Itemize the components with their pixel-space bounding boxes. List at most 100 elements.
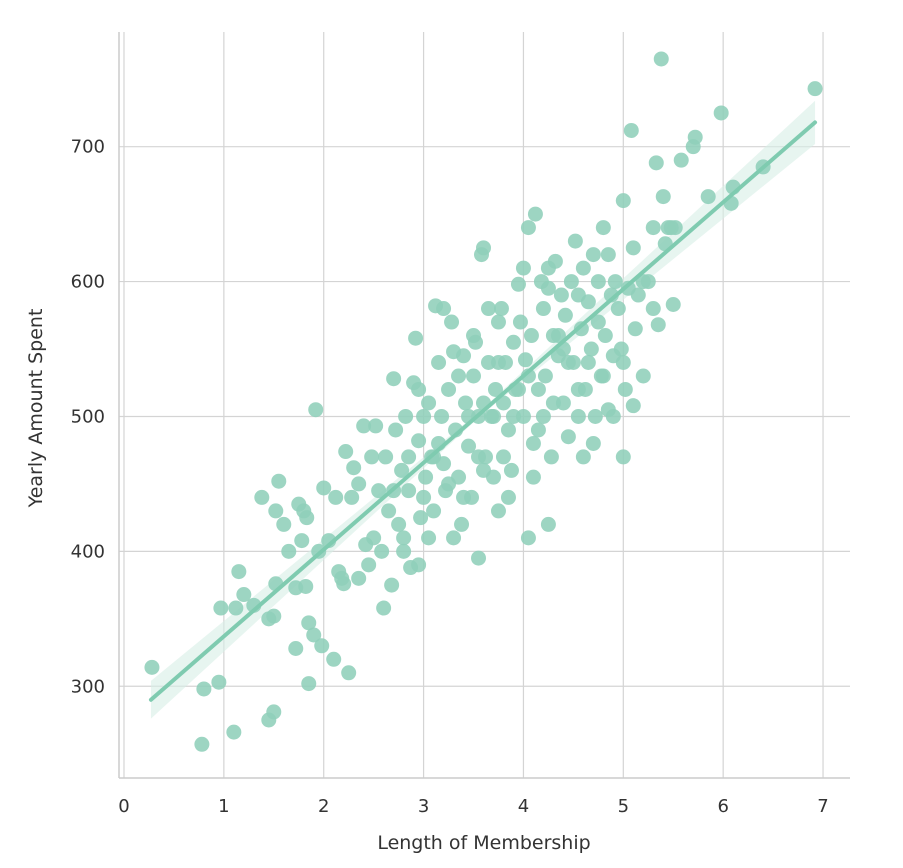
data-point: [650, 317, 666, 333]
data-point: [431, 355, 447, 371]
data-point: [655, 189, 671, 205]
data-point: [530, 422, 546, 438]
data-point: [461, 438, 477, 454]
data-point: [560, 429, 576, 445]
data-point: [231, 564, 247, 580]
data-point: [495, 395, 511, 411]
data-point: [276, 516, 292, 532]
data-point: [411, 557, 427, 573]
x-tick-label: 7: [817, 796, 828, 817]
data-point: [396, 543, 412, 559]
data-point: [316, 480, 332, 496]
data-point: [446, 530, 462, 546]
data-point: [490, 355, 506, 371]
data-point: [615, 449, 631, 465]
data-point: [386, 371, 402, 387]
data-point: [607, 274, 623, 290]
data-point: [625, 398, 641, 414]
data-point: [344, 489, 360, 505]
data-point: [807, 81, 823, 97]
data-point: [441, 476, 457, 492]
data-point: [376, 600, 392, 616]
data-point: [374, 543, 390, 559]
data-point: [458, 395, 474, 411]
data-point: [537, 368, 553, 384]
data-point: [575, 260, 591, 276]
regression-line: [148, 120, 818, 702]
data-point: [301, 676, 317, 692]
data-point: [346, 460, 362, 476]
data-point: [645, 220, 661, 236]
data-point: [653, 51, 669, 67]
data-point: [510, 276, 526, 292]
x-tick-label: 2: [318, 796, 329, 817]
data-point: [299, 510, 315, 526]
data-point: [673, 152, 689, 168]
data-point: [550, 328, 566, 344]
data-point: [500, 422, 516, 438]
data-point: [394, 462, 410, 478]
data-point: [471, 550, 487, 566]
data-point: [597, 328, 613, 344]
data-point: [520, 220, 536, 236]
data-point: [615, 193, 631, 209]
data-point: [364, 449, 380, 465]
data-point: [517, 352, 533, 368]
data-point: [418, 469, 434, 485]
data-point: [493, 301, 509, 317]
x-tick-label: 0: [118, 796, 129, 817]
data-point: [294, 533, 310, 549]
data-point: [226, 724, 242, 740]
data-point: [627, 321, 643, 337]
data-point: [361, 557, 377, 573]
data-point: [535, 408, 551, 424]
data-point: [665, 296, 681, 312]
data-point: [570, 381, 586, 397]
data-point: [505, 408, 521, 424]
data-point: [466, 328, 482, 344]
data-point: [713, 105, 729, 121]
data-point: [595, 220, 611, 236]
data-point: [266, 608, 282, 624]
data-point: [700, 189, 716, 205]
data-point: [411, 433, 427, 449]
data-point: [434, 408, 450, 424]
data-point: [398, 408, 414, 424]
data-point: [535, 301, 551, 317]
data-point: [485, 408, 501, 424]
data-point: [495, 449, 511, 465]
data-point: [645, 301, 661, 317]
data-point: [421, 395, 437, 411]
data-point: [560, 355, 576, 371]
data-point: [211, 674, 227, 690]
data-point: [391, 516, 407, 532]
data-point: [487, 381, 503, 397]
data-point: [570, 408, 586, 424]
y-tick-labels: 300 400 500 600 700: [71, 137, 105, 698]
data-point: [585, 247, 601, 263]
data-point: [298, 578, 314, 594]
data-point: [236, 587, 252, 603]
data-point: [512, 314, 528, 330]
data-point: [314, 638, 330, 654]
data-point: [615, 355, 631, 371]
data-point: [308, 402, 324, 418]
data-point: [266, 704, 282, 720]
data-point: [587, 408, 603, 424]
data-point: [378, 449, 394, 465]
data-point: [401, 449, 417, 465]
data-point: [567, 233, 583, 249]
data-point: [306, 627, 322, 643]
data-point: [368, 418, 384, 434]
data-point: [301, 615, 317, 631]
data-point: [196, 681, 212, 697]
y-tick-label: 500: [71, 406, 105, 427]
data-point: [525, 435, 541, 451]
data-point: [490, 503, 506, 519]
data-point: [268, 503, 284, 519]
data-point: [648, 155, 664, 171]
data-point: [436, 301, 452, 317]
data-point: [635, 368, 651, 384]
data-point: [341, 665, 357, 681]
